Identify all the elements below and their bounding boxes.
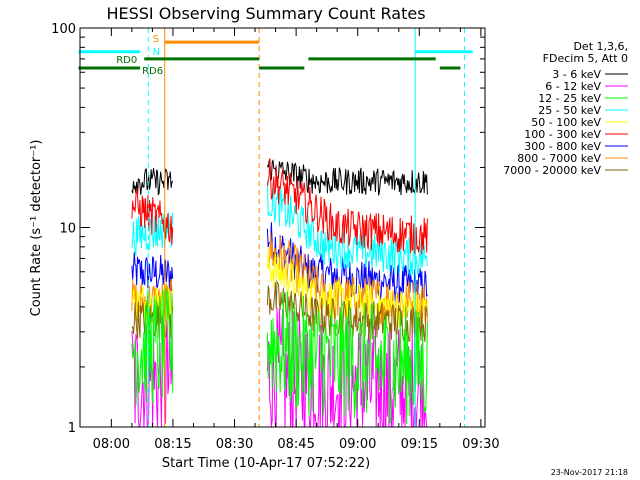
series-line [266, 158, 428, 196]
legend-label: 300 - 800 keV [524, 140, 601, 153]
y-tick-label: 100 [51, 22, 76, 37]
x-tick-label: 08:45 [277, 437, 314, 452]
flag-label: RD6 [142, 66, 163, 77]
series-line [131, 168, 174, 196]
footer-timestamp: 23-Nov-2017 21:18 [551, 468, 628, 477]
legend-label: 25 - 50 keV [538, 104, 601, 117]
series-line [131, 188, 174, 245]
series-0 [131, 158, 428, 196]
legend-label: 12 - 25 keV [538, 92, 601, 105]
flag-label: RD0 [116, 55, 137, 66]
series-line [131, 288, 174, 406]
series-line [266, 180, 428, 276]
x-axis-label: Start Time (10-Apr-17 07:52:22) [162, 456, 370, 471]
y-tick-label: 1 [68, 421, 76, 436]
x-tick-label: 08:00 [93, 437, 130, 452]
legend-header: FDecim 5, Att 0 [543, 52, 628, 65]
series-line [131, 301, 174, 341]
legend-label: 50 - 100 keV [531, 116, 601, 129]
x-tick-label: 08:15 [154, 437, 191, 452]
flag-layer: SN RD0 RD6 [78, 34, 473, 77]
series-line [131, 252, 174, 291]
x-tick-label: 09:30 [462, 437, 499, 452]
y-tick-label: 10 [59, 222, 76, 237]
series-5 [131, 158, 428, 256]
y-axis-label: Count Rate (s⁻¹ detector⁻¹) [29, 140, 44, 317]
x-tick-label: 09:15 [401, 437, 438, 452]
flag-label: S [153, 34, 159, 45]
series-line [266, 158, 428, 256]
legend-label: 3 - 6 keV [552, 68, 601, 81]
legend-label: 100 - 300 keV [524, 128, 601, 141]
chart-title: HESSI Observing Summary Count Rates [106, 4, 425, 23]
x-tick-label: 09:00 [339, 437, 376, 452]
data-layer [131, 158, 428, 428]
series-2 [131, 288, 428, 425]
axis-layer: 08:00 08:15 08:30 08:45 09:00 09:15 09:30 1 10 10… [51, 22, 499, 452]
legend-label: 6 - 12 keV [545, 80, 601, 93]
x-tick-label: 08:30 [216, 437, 253, 452]
legend-header: Det 1,3,6, [573, 40, 628, 53]
series-line [266, 291, 428, 425]
legend-label: 800 - 7000 keV [517, 152, 601, 165]
legend-label: 7000 - 20000 keV [503, 164, 601, 177]
flag-label: N [153, 47, 160, 58]
